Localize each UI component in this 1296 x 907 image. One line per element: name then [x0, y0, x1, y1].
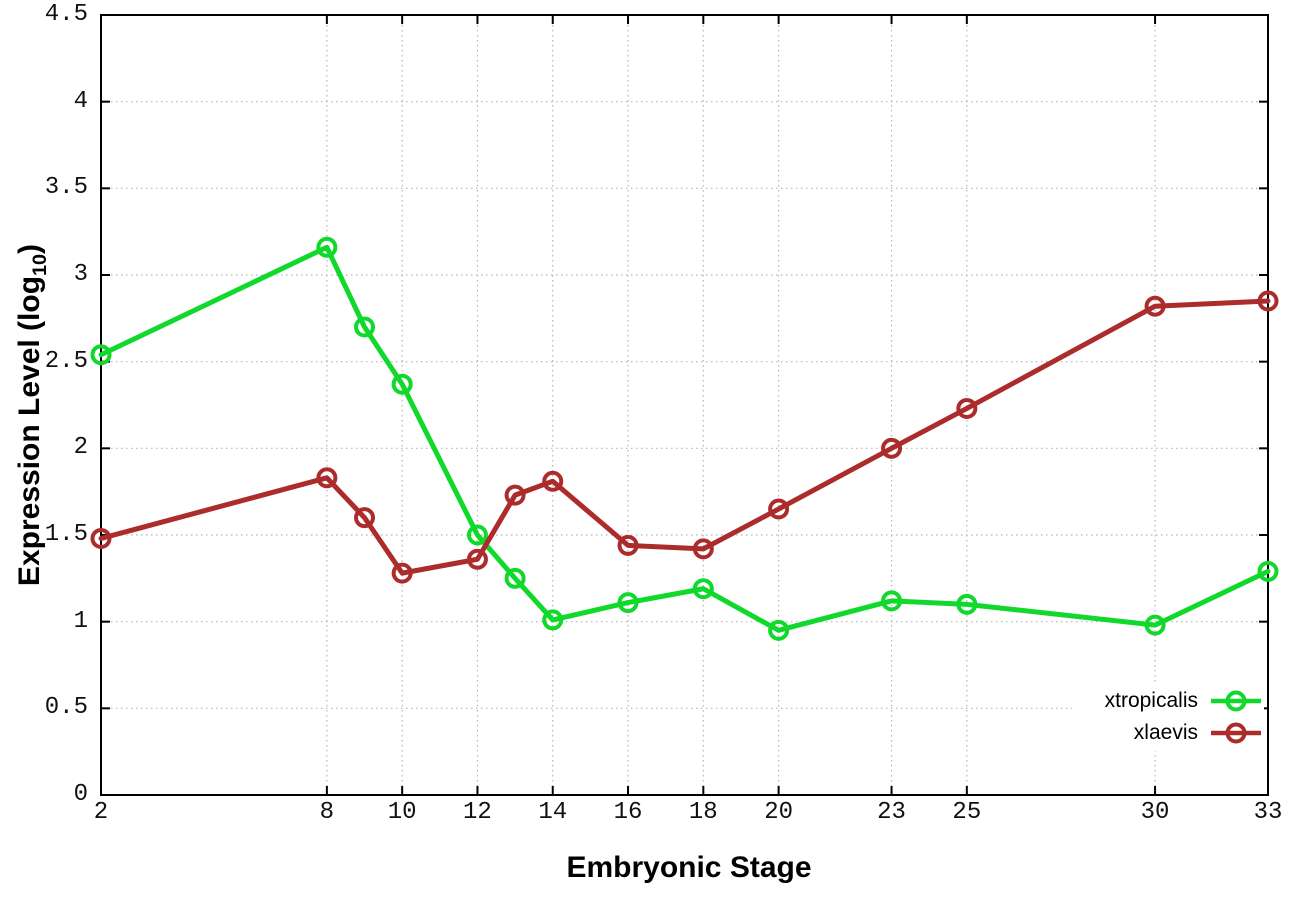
data-point-xlaevis-stage-10 [391, 562, 413, 584]
y-tick-label: 0 [73, 781, 88, 808]
data-point-xtropicalis-stage-23 [881, 590, 903, 612]
x-tick-label: 12 [463, 799, 492, 826]
plot-border [100, 14, 1269, 796]
y-tick-label: 1 [73, 607, 88, 635]
data-point-xtropicalis-stage-8 [316, 236, 338, 258]
data-point-xlaevis-stage-33 [1257, 290, 1279, 312]
legend-label-xtropicalis: xtropicalis [1104, 689, 1198, 712]
y-tick-label: 3 [73, 261, 88, 288]
x-tick-label: 18 [688, 799, 718, 826]
x-tick-label: 33 [1253, 799, 1283, 826]
x-tick-label: 8 [319, 799, 335, 826]
data-point-xlaevis-stage-13 [504, 484, 526, 506]
data-point-xlaevis-stage-20 [768, 498, 790, 520]
data-point-xtropicalis-stage-20 [768, 619, 790, 641]
y-axis-title-close: ) [13, 243, 46, 254]
data-point-xtropicalis-stage-18 [692, 578, 714, 600]
y-tick-label: 0.5 [44, 694, 88, 722]
y-tick-label: 4.5 [44, 1, 88, 28]
data-point-xlaevis-stage-16 [617, 534, 639, 556]
data-point-xlaevis-stage-30 [1144, 295, 1166, 317]
data-point-xtropicalis-stage-16 [617, 592, 639, 614]
data-point-xtropicalis-stage-9 [354, 316, 376, 338]
y-tick-label: 1.5 [44, 521, 88, 548]
y-axis-title: Expression Level (log10) [13, 180, 51, 650]
data-point-xlaevis-stage-8 [316, 467, 338, 489]
series-line-xtropicalis [98, 244, 1271, 633]
data-point-xtropicalis-stage-14 [542, 609, 564, 631]
legend: xtropicalis xlaevis [1072, 683, 1264, 751]
data-point-xlaevis-stage-23 [881, 437, 903, 459]
y-tick-label: 4 [73, 87, 88, 115]
y-tick-label: 3.5 [44, 174, 88, 202]
y-tick-label: 2 [73, 434, 88, 462]
data-point-xlaevis-stage-2 [90, 527, 112, 549]
legend-item-xlaevis: xlaevis [1134, 717, 1264, 749]
series-line-xlaevis [98, 298, 1271, 576]
data-point-xtropicalis-stage-10 [391, 373, 413, 395]
data-point-xtropicalis-stage-2 [90, 344, 112, 366]
data-point-xlaevis-stage-18 [692, 538, 714, 560]
data-point-xtropicalis-stage-12 [466, 524, 488, 546]
x-axis-title: Embryonic Stage [566, 851, 812, 884]
x-tick-label: 2 [93, 799, 109, 826]
data-point-xlaevis-stage-12 [466, 548, 488, 570]
legend-label-xlaevis: xlaevis [1133, 721, 1198, 744]
data-point-xtropicalis-stage-13 [504, 567, 526, 589]
data-point-xlaevis-stage-25 [956, 397, 978, 419]
data-point-xlaevis-stage-9 [354, 507, 376, 529]
x-tick-label: 20 [764, 799, 794, 826]
y-tick-label: 2.5 [44, 347, 88, 375]
data-point-xtropicalis-stage-25 [956, 593, 978, 615]
legend-sample-xlaevis-line-icon [1211, 722, 1261, 744]
x-tick-label: 30 [1140, 799, 1170, 826]
data-point-xtropicalis-stage-30 [1144, 614, 1166, 636]
data-point-xtropicalis-stage-33 [1257, 560, 1279, 582]
x-tick-label: 16 [613, 799, 643, 826]
x-tick-label: 14 [538, 799, 568, 826]
x-tick-label: 25 [952, 799, 982, 826]
x-tick-label: 10 [387, 799, 417, 826]
x-tick-label: 23 [877, 799, 906, 826]
legend-sample-xtropicalis-line-icon [1211, 690, 1261, 712]
data-point-xlaevis-stage-14 [542, 470, 564, 492]
legend-item-xtropicalis: xtropicalis [1105, 685, 1264, 717]
